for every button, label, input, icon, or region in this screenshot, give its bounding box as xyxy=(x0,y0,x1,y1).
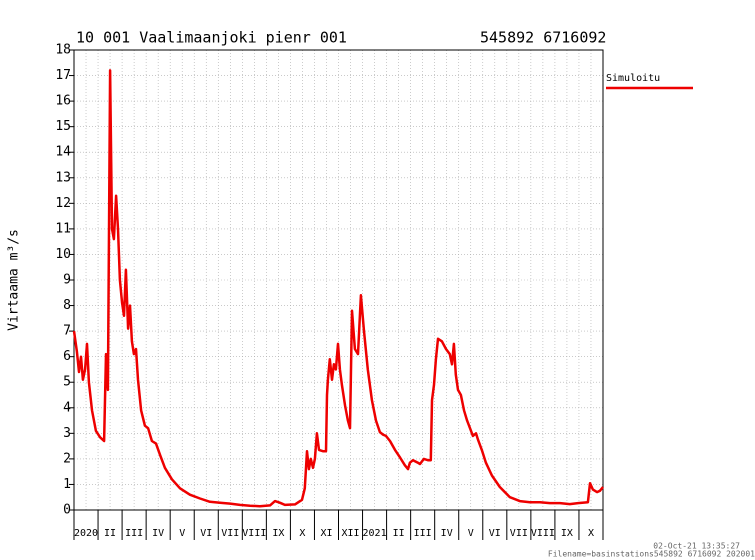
series-line xyxy=(72,69,604,508)
x-tick-label: 2021 xyxy=(363,528,387,539)
x-tick-label: X xyxy=(299,528,305,539)
x-tick-label: X xyxy=(588,528,594,539)
chart-subtitle: 545892 6716092 xyxy=(480,29,606,47)
y-tick-label: 2 xyxy=(63,451,71,466)
y-tick-label: 11 xyxy=(55,221,71,236)
y-tick-label: 18 xyxy=(55,43,71,58)
x-tick-label: II xyxy=(393,528,405,539)
y-tick-label: 12 xyxy=(55,196,71,211)
x-tick-label: III xyxy=(125,528,143,539)
x-tick-label: VIII xyxy=(242,528,266,539)
x-tick-label: IX xyxy=(561,528,573,539)
y-tick-label: 1 xyxy=(63,477,71,492)
y-tick-label: 3 xyxy=(63,426,71,441)
y-tick-label: 13 xyxy=(55,170,71,185)
x-tick-label: IV xyxy=(441,528,453,539)
x-tick-label: VIII xyxy=(531,528,555,539)
y-tick-label: 15 xyxy=(55,119,71,134)
x-tick-label: XI xyxy=(320,528,332,539)
x-tick-label: VI xyxy=(489,528,501,539)
y-tick-label: 8 xyxy=(63,298,71,313)
x-tick-label: 2020 xyxy=(74,528,98,539)
x-tick-label: VII xyxy=(510,528,528,539)
y-tick-label: 16 xyxy=(55,94,71,109)
plot-frame xyxy=(73,49,604,511)
y-tick-label: 5 xyxy=(63,375,71,390)
x-tick-label: III xyxy=(414,528,432,539)
legend-label: Simuloitu xyxy=(606,73,660,84)
y-axis-label: Virtaama m³/s xyxy=(7,229,22,331)
x-tick-label: VI xyxy=(200,528,212,539)
x-tick-label: IX xyxy=(272,528,284,539)
x-tick-label: XII xyxy=(341,528,359,539)
x-tick-label: V xyxy=(468,528,474,539)
y-tick-label: 14 xyxy=(55,145,71,160)
y-tick-label: 7 xyxy=(63,324,71,339)
y-tick-label: 4 xyxy=(63,400,71,415)
x-tick-label: VII xyxy=(221,528,239,539)
chart-title: 10 001 Vaalimaanjoki pienr 001 xyxy=(76,29,347,47)
timestamp: 02-Oct-21 13:35:27 xyxy=(653,542,740,551)
x-tick-label: II xyxy=(104,528,116,539)
x-tick-label: V xyxy=(179,528,185,539)
y-tick-label: 0 xyxy=(63,503,71,518)
y-tick-label: 10 xyxy=(55,247,71,262)
filename: Filename=basinstations545892 6716092 202… xyxy=(548,550,755,559)
x-tick-label: IV xyxy=(152,528,164,539)
y-tick-label: 17 xyxy=(55,68,71,83)
y-tick-label: 9 xyxy=(63,273,71,288)
y-tick-label: 6 xyxy=(63,349,71,364)
